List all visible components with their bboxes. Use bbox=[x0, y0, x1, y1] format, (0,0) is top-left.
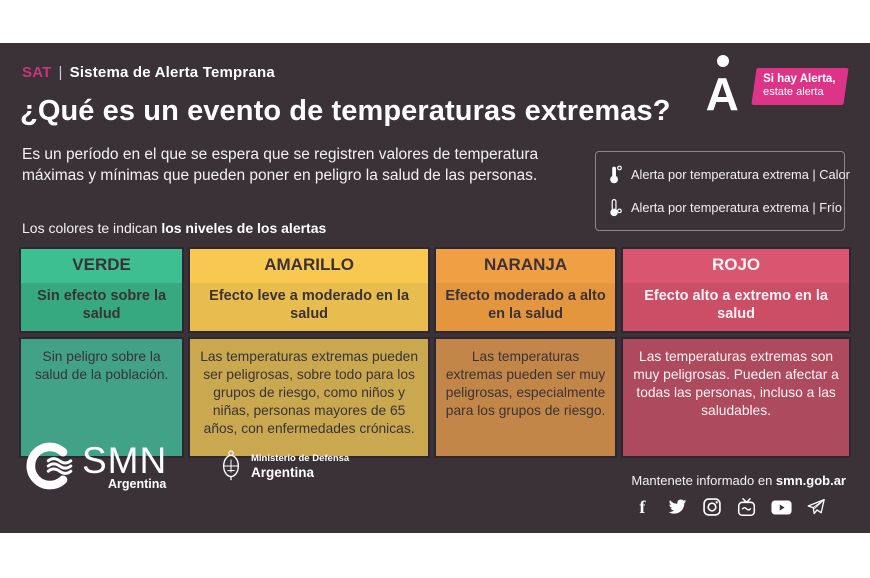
alert-dot-icon bbox=[716, 55, 729, 67]
instagram-icon[interactable] bbox=[701, 497, 723, 517]
smn-country: Argentina bbox=[108, 476, 167, 491]
smn-logo-block: SMN Argentina bbox=[24, 441, 167, 491]
level-column-amarillo: AMARILLO Efecto leve a moderado en la sa… bbox=[188, 247, 431, 458]
badge-line1: Si hay Alerta, bbox=[762, 73, 836, 86]
coat-of-arms-icon bbox=[222, 450, 240, 481]
program-name: Sistema de Alerta Temprana bbox=[69, 64, 275, 81]
level-description-verde: Sin peligro sobre la salud de la poblaci… bbox=[19, 337, 185, 458]
thermometer-hot-icon bbox=[610, 165, 622, 184]
program-header: SAT | Sistema de Alerta Temprana bbox=[22, 64, 275, 81]
level-description-naranja: Las temperaturas extremas pueden ser muy… bbox=[434, 337, 618, 458]
alert-type-heat-label: Alerta por temperatura extrema | Calor bbox=[631, 167, 850, 182]
badge-line2: estate alerta bbox=[762, 86, 824, 99]
infographic-canvas: SAT | Sistema de Alerta Temprana A Si hay … bbox=[0, 43, 870, 533]
level-name-verde: VERDE bbox=[21, 249, 183, 283]
website-link[interactable]: smn.gob.ar bbox=[775, 473, 846, 488]
smn-name: SMN bbox=[82, 439, 168, 481]
colors-note: Los colores te indican los niveles de lo… bbox=[22, 220, 327, 236]
ministry-name: Ministerio de Defensa bbox=[251, 452, 350, 464]
sat-brand: A Si hay Alerta, estate alerta bbox=[704, 53, 849, 117]
twitter-icon[interactable] bbox=[666, 497, 688, 517]
alert-types-box: Alerta por temperatura extrema | Calor A… bbox=[595, 151, 850, 231]
level-column-naranja: NARANJA Efecto moderado a alto en la sal… bbox=[434, 247, 618, 458]
level-name-rojo: ROJO bbox=[623, 249, 849, 283]
level-effect-amarillo: Efecto leve a moderado en la salud bbox=[190, 283, 429, 331]
alert-type-cold-label: Alerta por temperatura extrema | Frío bbox=[631, 200, 842, 215]
page-title: ¿Qué es un evento de temperaturas extrem… bbox=[20, 95, 671, 127]
alert-levels-table: VERDE Sin efecto sobre la salud Sin peli… bbox=[19, 247, 851, 458]
facebook-icon[interactable]: f bbox=[639, 496, 646, 517]
alert-badge: Si hay Alerta, estate alerta bbox=[750, 68, 849, 105]
intro-paragraph: Es un período en el que se espera que se… bbox=[22, 146, 539, 184]
level-effect-naranja: Efecto moderado a alto en la salud bbox=[436, 283, 616, 331]
ministry-country: Argentina bbox=[251, 464, 315, 480]
level-effect-verde: Sin efecto sobre la salud bbox=[21, 283, 183, 331]
program-abbr: SAT bbox=[22, 64, 52, 81]
level-effect-rojo: Efecto alto a extremo en la salud bbox=[623, 283, 849, 331]
level-column-rojo: ROJO Efecto alto a extremo en la salud L… bbox=[621, 247, 851, 458]
telegram-icon[interactable] bbox=[805, 497, 827, 517]
smn-logo-icon bbox=[26, 442, 73, 490]
alert-type-cold: Alerta por temperatura extrema | Frío bbox=[608, 197, 842, 218]
youtube-icon[interactable] bbox=[771, 497, 793, 517]
level-column-verde: VERDE Sin efecto sobre la salud Sin peli… bbox=[19, 247, 185, 458]
info-line: Mantenete informado en smn.gob.ar bbox=[631, 473, 846, 488]
sat-alert-logo-icon: A bbox=[704, 53, 750, 117]
level-name-naranja: NARANJA bbox=[436, 249, 616, 283]
social-icons-row: f bbox=[631, 497, 827, 517]
divider: | bbox=[58, 64, 63, 81]
alert-type-heat: Alerta por temperatura extrema | Calor bbox=[608, 164, 850, 185]
ministry-block: Ministerio de Defensa Argentina bbox=[220, 449, 349, 483]
igtv-icon[interactable] bbox=[736, 497, 758, 517]
thermometer-cold-icon bbox=[610, 199, 622, 217]
level-name-amarillo: AMARILLO bbox=[190, 249, 429, 283]
footer-info: Mantenete informado en smn.gob.ar f bbox=[631, 473, 846, 517]
level-description-rojo: Las temperaturas extremas son muy peligr… bbox=[621, 337, 851, 458]
level-description-amarillo: Las temperaturas extremas pueden ser pel… bbox=[188, 337, 431, 458]
